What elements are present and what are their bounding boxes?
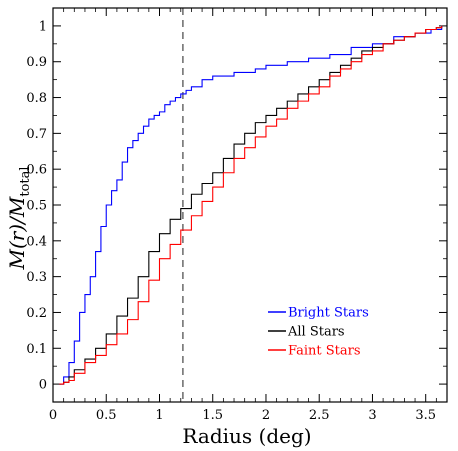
y-axis-title: M(r)/Mtotal <box>5 166 33 270</box>
x-tick-label: 2.5 <box>309 408 330 423</box>
legend: Bright Stars All Stars Faint Stars <box>268 306 369 359</box>
series-line-faint-stars <box>59 25 443 385</box>
y-tick-label: 1 <box>39 19 47 34</box>
y-tick-label: 0.3 <box>26 270 47 285</box>
series-line-all-stars <box>59 25 443 385</box>
series-line-bright-stars <box>59 25 443 385</box>
x-tick-label: 1.5 <box>202 408 223 423</box>
legend-label-all-stars: All Stars <box>287 325 345 340</box>
chart-series <box>59 25 443 385</box>
x-tick-label: 1 <box>155 408 163 423</box>
legend-label-bright-stars: Bright Stars <box>288 306 369 321</box>
legend-label-faint-stars: Faint Stars <box>288 344 361 359</box>
x-tick-label: 2 <box>262 408 270 423</box>
y-tick-label: 0.9 <box>26 55 47 70</box>
y-tick-label: 0.1 <box>26 342 47 357</box>
y-axis-title-main: M(r)/M <box>5 196 29 270</box>
x-tick-label: 0 <box>49 408 57 423</box>
x-axis-title: Radius (deg) <box>182 424 311 448</box>
x-tick-label: 3 <box>368 408 376 423</box>
y-tick-label: 0.8 <box>26 91 47 106</box>
y-tick-label: 0.5 <box>26 199 47 214</box>
y-tick-label: 0.4 <box>26 234 47 249</box>
y-tick-label: 0.6 <box>26 163 47 178</box>
y-tick-label: 0.7 <box>26 127 47 142</box>
y-tick-label: 0 <box>39 378 47 393</box>
y-tick-label: 0.2 <box>26 306 47 321</box>
y-axis-title-subscript: total <box>18 166 33 196</box>
x-tick-label: 0.5 <box>96 408 117 423</box>
tick-labels: 0 0.5 1 1.5 2 2.5 3 3.5 0 0.1 0.2 0.3 0.4 0.5 0.6 0.7 0.… <box>26 19 436 423</box>
x-tick-label: 3.5 <box>415 408 436 423</box>
plot-frame <box>52 7 448 403</box>
